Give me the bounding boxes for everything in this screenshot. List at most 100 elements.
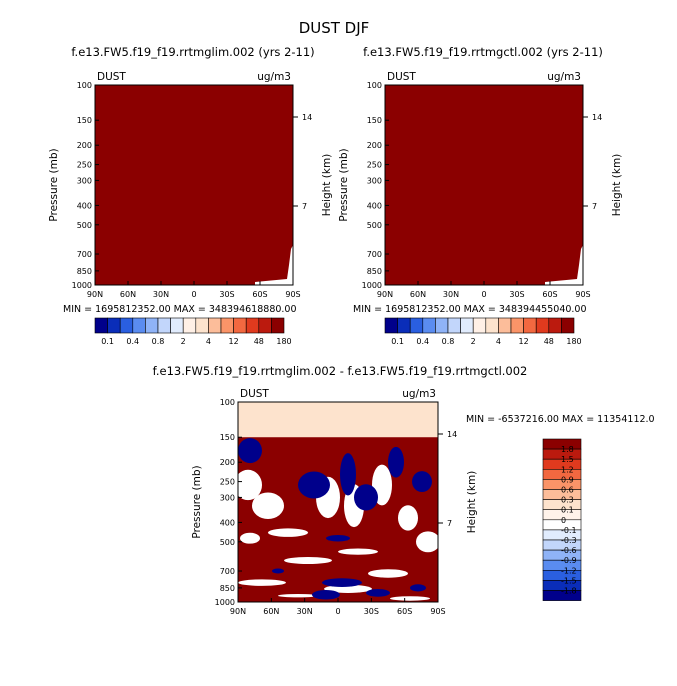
plot-field (95, 85, 293, 285)
x-tick-label: 60N (410, 290, 426, 299)
y-tick-label: 100 (220, 398, 235, 407)
right-axis-title: Height (km) (466, 471, 478, 534)
contour-region (252, 492, 284, 519)
contour-region (340, 453, 356, 496)
colorbar-label: 48 (544, 337, 554, 346)
x-tick-label: 30S (509, 290, 524, 299)
colorbar-label: 12 (519, 337, 529, 346)
y-tick-label: 700 (77, 250, 92, 259)
panel-3: f.e13.FW5.f19_f19.rrtmglim.002 - f.e13.F… (153, 364, 655, 616)
y-tick-label: 1000 (72, 281, 92, 290)
colorbar-swatch (107, 317, 121, 334)
contour-region (238, 469, 262, 501)
y-tick-label: 250 (367, 161, 382, 170)
contour-region (268, 528, 308, 537)
x-tick-label: 90S (430, 607, 445, 616)
y-tick-label: 1000 (215, 598, 235, 607)
contour-region (354, 484, 378, 511)
y-tick-label: 500 (367, 221, 382, 230)
x-tick-label: 60S (397, 607, 412, 616)
x-tick-label: 30N (443, 290, 459, 299)
colorbar-swatch (422, 317, 436, 334)
y-tick-label: 200 (220, 458, 235, 467)
y-tick-label: 700 (220, 567, 235, 576)
contour-region (366, 588, 390, 597)
right-tick-label: 7 (447, 519, 452, 528)
upper-band (238, 402, 438, 438)
x-tick-label: 30N (153, 290, 169, 299)
contour-region (298, 471, 330, 499)
saturated-field (95, 85, 293, 285)
surface-notch (255, 245, 293, 285)
colorbar-label: 0.8 (442, 337, 455, 346)
contour-region (368, 569, 408, 578)
contour-region (324, 584, 372, 593)
panel-title: f.e13.FW5.f19_f19.rrtmgctl.002 (yrs 2-11… (363, 45, 603, 59)
colorbar-swatch (548, 317, 562, 334)
colorbar-swatch (233, 317, 247, 334)
contour-region (390, 596, 430, 601)
y-tick-label: 400 (220, 518, 235, 527)
colorbar-swatch (435, 317, 449, 334)
contour-region (240, 532, 260, 544)
colorbar-label: 1.5 (561, 455, 574, 464)
colorbar-label: -1.2 (561, 566, 577, 575)
colorbar-label: -0.9 (561, 556, 577, 565)
colorbar-label: 0 (561, 516, 566, 525)
colorbar-label: 0.4 (126, 337, 139, 346)
colorbar-label: 180 (276, 337, 291, 346)
y-tick-label: 850 (77, 267, 92, 276)
colorbar-label: 4 (206, 337, 211, 346)
colorbar-label: 2 (471, 337, 476, 346)
colorbar-label: 0.1 (561, 506, 574, 515)
colorbar-swatch (561, 317, 575, 334)
y-tick-label: 100 (367, 81, 382, 90)
colorbar-label: 0.6 (561, 486, 574, 495)
x-tick-label: 0 (481, 290, 486, 299)
y-tick-label: 400 (367, 201, 382, 210)
contour-region (284, 556, 332, 564)
colorbar-swatch (397, 317, 411, 334)
y-axis-title: Pressure (mb) (338, 148, 350, 221)
panel-2: f.e13.FW5.f19_f19.rrtmgctl.002 (yrs 2-11… (338, 45, 623, 346)
y-tick-label: 500 (220, 538, 235, 547)
colorbar-swatch (132, 317, 146, 334)
colorbar-swatch (170, 317, 184, 334)
y-tick-label: 1000 (362, 281, 382, 290)
right-tick-label: 7 (302, 202, 307, 211)
plot-field (385, 85, 583, 285)
corner-right-label: ug/m3 (257, 71, 291, 83)
panel-1: f.e13.FW5.f19_f19.rrtmglim.002 (yrs 2-11… (48, 45, 333, 346)
colorbar-swatch (208, 317, 222, 334)
right-tick-label: 7 (592, 202, 597, 211)
x-tick-label: 30S (219, 290, 234, 299)
colorbar-label: 2 (181, 337, 186, 346)
corner-left-label: DUST (97, 71, 126, 83)
figure-title: DUST DJF (299, 19, 370, 37)
panel-title: f.e13.FW5.f19_f19.rrtmglim.002 - f.e13.F… (153, 364, 528, 378)
colorbar-swatch (94, 317, 108, 334)
colorbar-label: 0.8 (152, 337, 165, 346)
y-tick-label: 300 (367, 176, 382, 185)
x-tick-label: 30S (364, 607, 379, 616)
contour-region (388, 446, 404, 478)
colorbar-swatch (523, 317, 537, 334)
right-tick-label: 14 (447, 430, 457, 439)
x-tick-label: 0 (191, 290, 196, 299)
x-tick-label: 60N (263, 607, 279, 616)
stats-label: MIN = 1695812352.00 MAX = 348394618880.0… (63, 304, 297, 315)
right-axis-title: Height (km) (611, 154, 623, 217)
colorbar-swatch (485, 317, 499, 334)
stats-label: MIN = 1695812352.00 MAX = 348394455040.0… (353, 304, 587, 315)
contour-region (416, 531, 438, 553)
y-tick-label: 150 (367, 116, 382, 125)
colorbar-swatch (145, 317, 159, 334)
y-tick-label: 250 (77, 161, 92, 170)
colorbar-swatch (542, 590, 582, 601)
contour-region (412, 471, 432, 493)
contour-region (238, 438, 262, 464)
y-tick-label: 300 (220, 493, 235, 502)
colorbar-label: -0.6 (561, 546, 577, 555)
y-tick-label: 850 (220, 584, 235, 593)
